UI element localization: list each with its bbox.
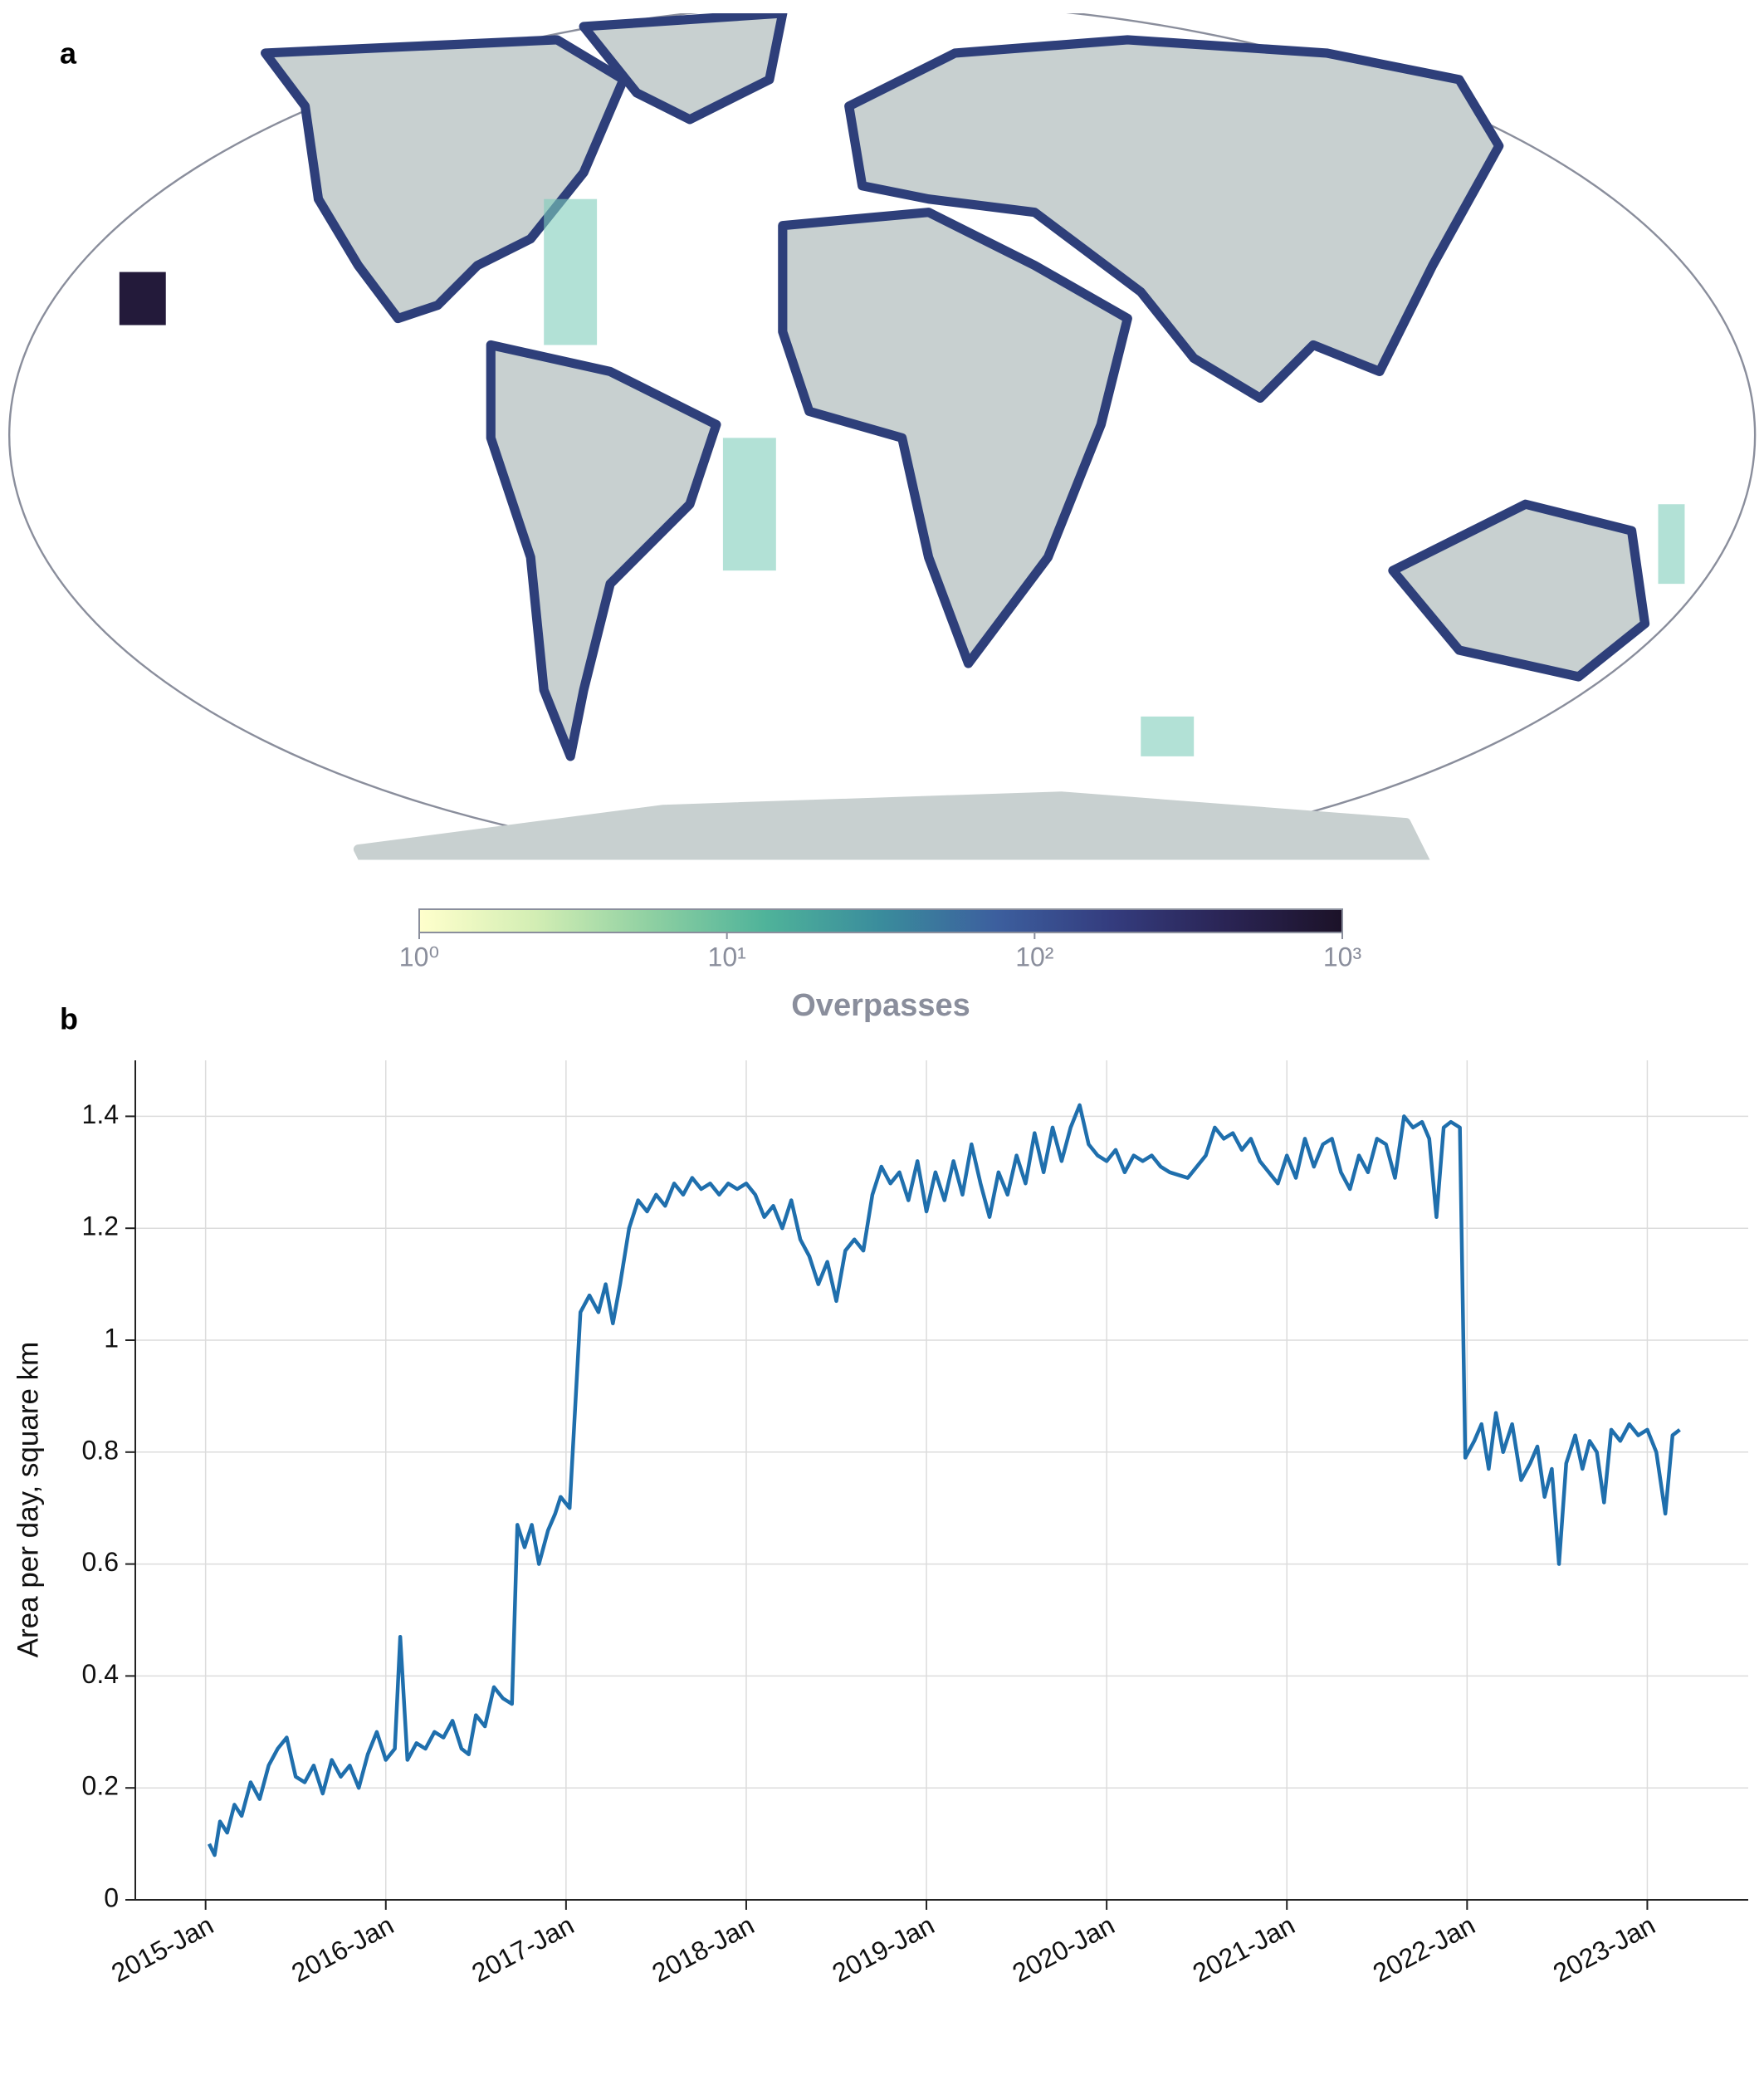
x-tick-label: 2019-Jan: [828, 1910, 940, 1988]
world-map: [8, 12, 1757, 860]
colorbar-tick-label: 10³: [1323, 942, 1362, 972]
y-tick-label: 1: [104, 1323, 119, 1353]
australia: [1388, 499, 1650, 682]
hawaii-swath: [119, 272, 166, 325]
x-tick-label: 2018-Jan: [647, 1910, 759, 1988]
data-line: [207, 1103, 1681, 1857]
colorbar-tick-label: 10²: [1015, 942, 1054, 972]
y-tick-label: 0.6: [82, 1547, 119, 1577]
overpass-swaths: [544, 198, 1685, 756]
y-axis-label: Area per day, square km: [12, 1342, 44, 1658]
eurasia: [844, 35, 1504, 403]
landmasses: [261, 12, 1650, 860]
y-tick-label: 1.2: [82, 1211, 119, 1241]
africa: [778, 208, 1132, 668]
colorbar-tick-label: 10¹: [708, 942, 746, 972]
y-tick-label: 0.2: [82, 1771, 119, 1801]
x-tick-label: 2023-Jan: [1548, 1910, 1660, 1988]
y-tick-label: 0: [104, 1882, 119, 1912]
x-tick-label: 2015-Jan: [106, 1910, 218, 1988]
x-tick-label: 2022-Jan: [1368, 1910, 1480, 1988]
colorbar: [418, 908, 1343, 933]
panel-label: b: [60, 1002, 78, 1036]
greenland: [579, 12, 788, 125]
north-america: [261, 35, 628, 324]
panel-label: a: [60, 37, 77, 71]
colorbar-title: Overpasses: [791, 988, 970, 1023]
x-tick-label: 2017-Jan: [467, 1910, 579, 1988]
y-tick-label: 1.4: [82, 1099, 119, 1129]
x-tick-label: 2016-Jan: [286, 1910, 398, 1988]
y-tick-label: 0.4: [82, 1659, 119, 1689]
x-tick-label: 2021-Jan: [1188, 1910, 1300, 1988]
colorbar-tick-label: 10⁰: [399, 942, 439, 972]
south-america: [486, 340, 721, 761]
x-tick-label: 2020-Jan: [1008, 1910, 1120, 1988]
y-tick-label: 0.8: [82, 1435, 119, 1465]
antarctica: [353, 791, 1430, 860]
